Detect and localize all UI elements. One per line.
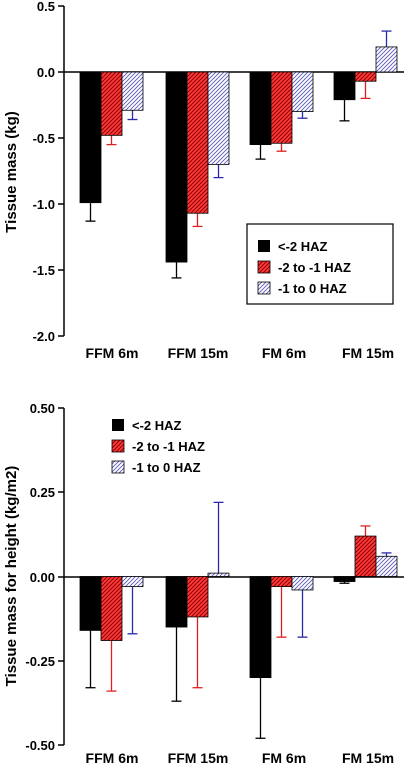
bar [270, 576, 293, 588]
y-axis-label: Tissue mass (kg) [3, 111, 20, 232]
bar [291, 71, 314, 112]
legend-swatch [257, 260, 271, 274]
legend: <-2 HAZ -2 to -1 HAZ -1 to 0 HAZ [246, 223, 394, 305]
bar [165, 576, 188, 628]
bar [333, 576, 356, 582]
category-label: FM 6m [262, 345, 306, 361]
bar [186, 576, 209, 618]
y-tick-label: -1.0 [33, 197, 55, 212]
legend-label: -2 to -1 HAZ [278, 260, 351, 275]
bar [121, 71, 144, 111]
bar [375, 46, 398, 73]
y-tick-label: -0.50 [25, 738, 55, 753]
bar [249, 71, 272, 145]
y-tick-label: 0.50 [30, 401, 55, 416]
legend-swatch [111, 439, 125, 453]
bar [79, 71, 102, 204]
y-axis: 0.50 0.25 0.00 -0.25 -0.50 [25, 401, 65, 753]
bar [207, 572, 230, 577]
legend-swatch [258, 240, 270, 252]
legend: <-2 HAZ -2 to -1 HAZ -1 to 0 HAZ [111, 418, 205, 475]
bar-group [79, 501, 398, 739]
category-label: FM 15m [342, 345, 394, 361]
bar [207, 71, 230, 165]
bar-group [79, 30, 398, 279]
bar [354, 71, 377, 82]
legend-label: <-2 HAZ [278, 239, 328, 254]
y-tick-label: -0.25 [25, 654, 55, 669]
bar [165, 71, 188, 263]
y-tick-label: 0.5 [37, 0, 55, 14]
y-tick-label: 0.0 [37, 65, 55, 80]
legend-label: <-2 HAZ [132, 418, 182, 433]
y-tick-label: -0.5 [33, 131, 55, 146]
category-labels: FFM 6m FFM 15m FM 6m FM 15m [86, 750, 395, 766]
bar [354, 535, 377, 577]
bar [100, 71, 123, 136]
bar [333, 71, 356, 101]
category-label: FFM 15m [168, 345, 229, 361]
bar [79, 576, 102, 631]
tissue-mass-chart: Tissue mass (kg) 0.5 0.0 -0.5 -1.0 -1.5 … [3, 0, 404, 361]
legend-label: -1 to 0 HAZ [132, 460, 201, 475]
y-tick-label: -2.0 [33, 329, 55, 344]
bar [375, 555, 398, 577]
category-label: FM 15m [342, 750, 394, 766]
category-label: FFM 6m [86, 750, 139, 766]
legend-label: -2 to -1 HAZ [132, 439, 205, 454]
bar [121, 576, 144, 588]
category-label: FFM 6m [86, 345, 139, 361]
legend-swatch [257, 281, 271, 295]
y-tick-label: -1.5 [33, 263, 55, 278]
y-axis: 0.5 0.0 -0.5 -1.0 -1.5 -2.0 [33, 0, 65, 344]
bar [291, 576, 314, 591]
tissue-mass-for-height-chart: Tissue mass for height (kg/m2) 0.50 0.25… [3, 401, 404, 766]
y-axis-label: Tissue mass for height (kg/m2) [3, 466, 20, 687]
legend-label: -1 to 0 HAZ [278, 281, 347, 296]
y-tick-label: 0.25 [30, 485, 55, 500]
bar [270, 71, 293, 144]
category-label: FFM 15m [168, 750, 229, 766]
category-labels: FFM 6m FFM 15m FM 6m FM 15m [86, 345, 395, 361]
bar [186, 71, 209, 214]
legend-swatch [112, 419, 124, 431]
legend-box [246, 223, 394, 305]
bar [100, 576, 123, 641]
legend-swatch [111, 460, 125, 474]
bar [249, 576, 272, 678]
category-label: FM 6m [262, 750, 306, 766]
y-tick-label: 0.00 [30, 570, 55, 585]
